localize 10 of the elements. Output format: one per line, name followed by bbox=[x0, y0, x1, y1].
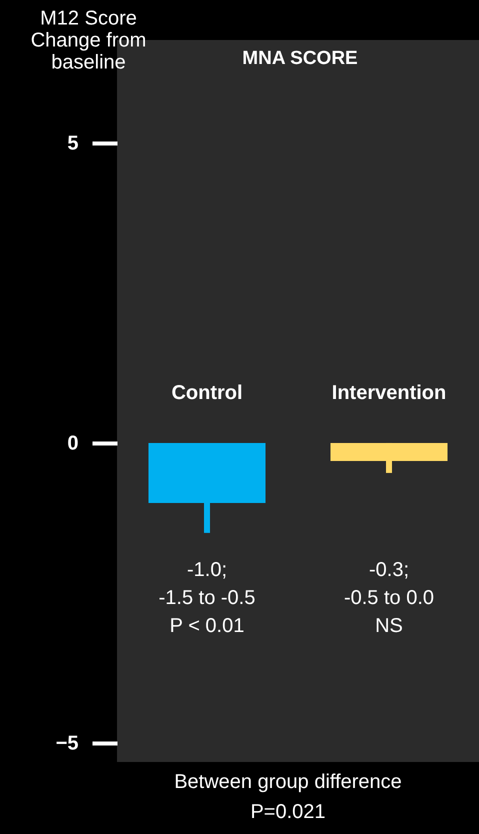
text: Between group difference P=0.021 bbox=[174, 771, 402, 823]
y-tick-label: 5 bbox=[67, 132, 78, 155]
y-tick-label: −5 bbox=[56, 732, 78, 754]
chart-title: MNA SCORE bbox=[242, 48, 358, 69]
annotation: -1.0; -1.5 to -0.5 P < 0.01 bbox=[158, 559, 256, 637]
y-tick-label: 0 bbox=[67, 432, 78, 454]
x-tick-label: Intervention bbox=[332, 382, 446, 404]
y-axis-title: M12 Score Change from baseline bbox=[30, 8, 146, 74]
annotation: -0.3; -0.5 to 0.0 NS bbox=[344, 559, 434, 637]
x-tick-label: Control bbox=[171, 382, 243, 404]
